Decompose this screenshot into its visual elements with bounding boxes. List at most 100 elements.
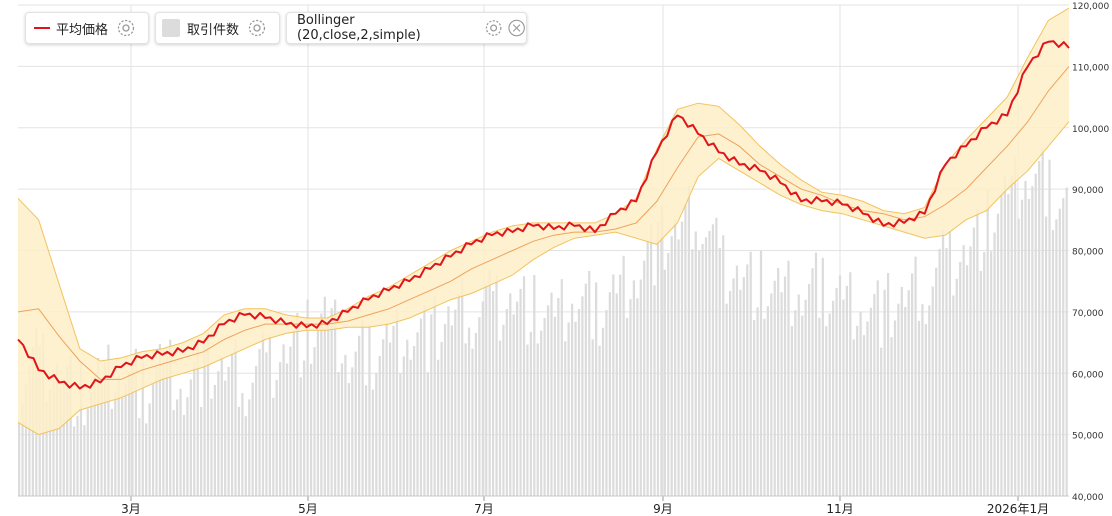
- volume-bar: [622, 255, 625, 496]
- volume-bar: [584, 283, 587, 496]
- volume-bar: [914, 256, 917, 496]
- volume-bar: [897, 303, 900, 496]
- volume-bar: [608, 292, 611, 496]
- volume-bar: [79, 360, 83, 496]
- volume-bar: [698, 250, 701, 496]
- volume-bar: [711, 224, 715, 496]
- volume-bar: [406, 339, 409, 496]
- volume-bar: [931, 286, 934, 496]
- volume-bar: [1003, 176, 1006, 496]
- volume-bar: [347, 383, 350, 496]
- volume-bar: [148, 403, 151, 496]
- volume-bar: [327, 316, 330, 496]
- volume-bar: [550, 292, 553, 496]
- close-icon[interactable]: [507, 18, 526, 38]
- volume-bar: [382, 339, 385, 496]
- volume-bar: [491, 291, 495, 496]
- legend-item-bollinger[interactable]: Bollinger (20,close,2,simple): [286, 12, 527, 44]
- volume-bar: [1024, 180, 1027, 497]
- x-axis: 3月 5月 7月 9月 11月 2026年1月: [18, 495, 1069, 516]
- volume-bar: [801, 315, 804, 496]
- volume-bar: [66, 366, 69, 496]
- volume-bar: [728, 291, 732, 496]
- volume-bar: [361, 320, 364, 496]
- volume-bar: [368, 325, 371, 496]
- volume-bar: [701, 243, 704, 496]
- volume-bar: [777, 268, 780, 496]
- volume-bar: [502, 324, 505, 496]
- volume-bar: [948, 231, 952, 496]
- volume-bar: [790, 325, 794, 496]
- volume-bar: [1000, 194, 1003, 496]
- volume-bar: [990, 251, 993, 496]
- volume-bar: [378, 356, 381, 496]
- volume-bar: [237, 406, 241, 496]
- legend-item-price[interactable]: 平均価格: [25, 12, 149, 44]
- volume-bar: [268, 334, 271, 496]
- volume-bar: [797, 294, 800, 496]
- gear-icon[interactable]: [116, 18, 136, 38]
- volume-bar: [110, 408, 113, 496]
- volume-bar: [45, 401, 48, 496]
- volume-bar: [828, 313, 831, 496]
- volume-bar: [546, 305, 550, 496]
- volume-bar: [447, 306, 450, 496]
- volume-bar: [388, 342, 392, 496]
- volume-bar: [605, 310, 608, 496]
- volume-bar: [904, 306, 907, 496]
- volume-bar: [522, 276, 526, 496]
- y-tick-label: 80,000: [1072, 248, 1104, 258]
- volume-bar: [151, 383, 155, 496]
- volume-bar: [653, 285, 656, 496]
- gear-icon[interactable]: [484, 18, 503, 38]
- volume-bar: [969, 246, 972, 496]
- volume-bar: [440, 341, 443, 496]
- volume-bar: [127, 372, 131, 496]
- volume-bar: [241, 393, 244, 496]
- volume-bar: [323, 296, 326, 496]
- volume-bar: [629, 299, 632, 496]
- volume-bar: [55, 363, 59, 496]
- volume-bar: [704, 237, 708, 496]
- volume-bar: [141, 362, 144, 496]
- volume-bar: [773, 280, 776, 496]
- volume-bar: [787, 260, 790, 496]
- volume-bar: [557, 297, 560, 496]
- volume-bar: [869, 307, 873, 496]
- price-series-line: [17, 40, 1070, 390]
- gear-icon[interactable]: [247, 18, 267, 38]
- volume-bar: [234, 339, 237, 496]
- volume-bar: [540, 330, 543, 496]
- volume-bar: [581, 296, 584, 496]
- volume-bar: [443, 324, 447, 496]
- band-lower-line: [17, 121, 1070, 436]
- volume-bar: [959, 261, 962, 496]
- legend-item-volume[interactable]: 取引件数: [155, 12, 280, 44]
- volume-bar: [814, 252, 818, 496]
- volume-bar: [684, 203, 687, 497]
- volume-bar: [100, 378, 103, 496]
- volume-bar: [467, 327, 471, 496]
- volume-bar: [804, 299, 807, 496]
- volume-swatch: [162, 19, 180, 37]
- volume-bar: [179, 388, 182, 496]
- volume-bar: [543, 318, 546, 496]
- volume-bar: [862, 335, 866, 496]
- volume-bar: [660, 205, 663, 496]
- volume-bar: [107, 344, 110, 496]
- volume-bar: [619, 274, 622, 496]
- volume-bar: [842, 299, 845, 496]
- volume-bar: [371, 389, 375, 496]
- volume-bar: [588, 270, 591, 496]
- volume-bar: [454, 309, 457, 496]
- volume-bar: [340, 363, 344, 496]
- price-line: [17, 40, 1070, 390]
- volume-bar: [172, 410, 175, 496]
- y-tick-label: 50,000: [1072, 432, 1104, 442]
- volume-bar: [687, 186, 690, 496]
- volume-bar: [433, 296, 436, 496]
- volume-bar: [76, 415, 79, 496]
- volume-bar: [941, 230, 945, 496]
- volume-bar: [725, 303, 728, 496]
